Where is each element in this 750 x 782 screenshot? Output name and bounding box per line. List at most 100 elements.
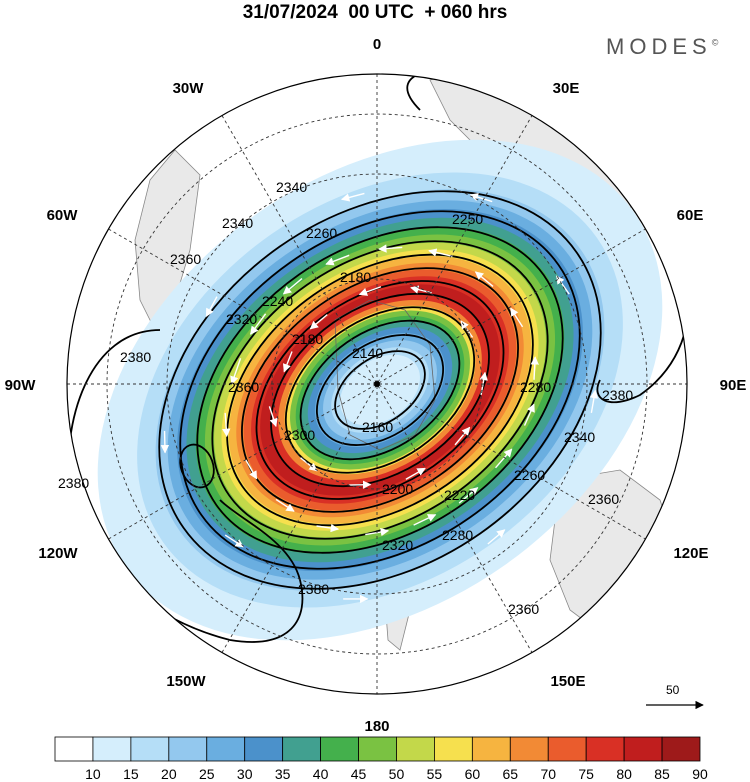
contour-label: 2360: [228, 379, 259, 395]
lon-label-150e: 150E: [550, 673, 585, 690]
map-boundary: [66, 73, 688, 695]
contour-2340: [179, 210, 581, 570]
contour-2380-west: [67, 329, 304, 643]
meridian-150: [221, 115, 533, 653]
contour-label: 2380: [298, 581, 329, 597]
wind-vector: [454, 426, 471, 446]
contour-label: 2140: [352, 345, 383, 361]
contour-label: 2360: [170, 251, 201, 267]
antarctica-coastline: [334, 299, 436, 451]
wind-vector: [282, 351, 293, 373]
contour-label: 2340: [276, 179, 307, 195]
wind-vector: [309, 314, 328, 330]
contour-2220: [270, 292, 490, 488]
contour-label: 2220: [444, 487, 475, 503]
wind-vector: [275, 498, 295, 512]
contour-label: 2380: [602, 387, 633, 403]
contour-label: 2260: [514, 467, 545, 483]
contour-label: 2380: [120, 349, 151, 365]
wind-vector: [245, 459, 258, 480]
wind-vector: [494, 448, 513, 469]
contour-2320: [196, 226, 564, 554]
lon-label-120e: 120E: [673, 545, 708, 562]
wind-vector: [230, 358, 242, 385]
lon-label-180: 180: [364, 718, 389, 735]
contour-label: 2320: [226, 311, 257, 327]
longitude-labels: 0 30E 60E 90E 120E 150E 180 150W 120W 90…: [5, 36, 747, 735]
lon-label-90e: 90E: [720, 377, 747, 394]
wind-vector: [348, 480, 372, 489]
contour-label: 2360: [588, 491, 619, 507]
wind-vector: [316, 523, 340, 533]
contour-2160: [315, 334, 445, 446]
contour-label: 2260: [306, 225, 337, 241]
wind-vector: [458, 487, 479, 504]
contour-label: 2280: [520, 379, 551, 395]
contour-2360: [158, 190, 602, 590]
contour-2140: [334, 350, 426, 430]
latitude-circle-outer: [106, 113, 648, 655]
wind-vector: [268, 406, 278, 428]
wind-vector: [589, 389, 599, 414]
wind-vectors: [160, 192, 599, 604]
map-disk: [67, 74, 687, 694]
wind-vector: [224, 534, 244, 548]
contour-2380-cell: [179, 443, 215, 489]
wind-vector: [556, 275, 570, 295]
wind-vector: [340, 192, 365, 202]
contour-2280: [226, 253, 534, 527]
meridian-120: [108, 228, 646, 540]
wind-vector: [474, 271, 494, 287]
height-contours: [158, 190, 602, 590]
contour-label: 2200: [382, 481, 413, 497]
south-pole-marker: [374, 381, 380, 387]
meridian-60: [108, 228, 646, 540]
contour-label: 2280: [442, 527, 473, 543]
wind-vector: [325, 254, 350, 266]
wind-vector: [405, 467, 426, 480]
lon-label-30e: 30E: [553, 80, 580, 97]
contour-labels: 2140 2160 2180 2180 2200 2220 2240 2250 …: [58, 179, 633, 617]
contour-label: 2360: [508, 601, 539, 617]
wind-vector: [343, 594, 369, 604]
wind-vector: [413, 514, 437, 526]
wind-vector: [530, 356, 539, 380]
contour-label: 2180: [292, 331, 323, 347]
wind-vector: [428, 248, 453, 257]
contour-label: 2340: [222, 215, 253, 231]
logo-text: MODES: [606, 34, 712, 59]
graticule: [67, 74, 687, 694]
wind-vector: [510, 307, 524, 328]
wind-vector: [249, 313, 267, 335]
wind-vector: [487, 529, 506, 545]
contour-2300: [211, 240, 549, 540]
modes-logo: MODES©: [606, 34, 718, 60]
wind-vector: [300, 457, 318, 472]
lon-label-60w: 60W: [47, 207, 79, 224]
lon-label-60e: 60E: [677, 207, 704, 224]
lon-label-150w: 150W: [166, 673, 206, 690]
contour-label: 2160: [362, 419, 393, 435]
meridian-30: [221, 115, 533, 653]
reference-vector-label: 50: [666, 683, 680, 697]
wind-vector: [222, 412, 231, 438]
lon-label-30w: 30W: [173, 80, 205, 97]
wind-vector: [523, 403, 535, 426]
wind-vector: [282, 278, 303, 295]
wind-vector: [469, 193, 493, 203]
wind-vector: [358, 286, 382, 296]
shade-band-15-inner: [340, 354, 420, 426]
contour-label: 2250: [452, 211, 483, 227]
contour-label: 2240: [262, 293, 293, 309]
contour-2180: [299, 319, 461, 461]
lon-label-120w: 120W: [38, 545, 78, 562]
wind-vector: [160, 430, 170, 454]
contour-2240: [255, 280, 505, 500]
lon-label-0: 0: [373, 36, 381, 53]
latitude-circle-middle: [166, 173, 588, 595]
lon-label-90w: 90W: [5, 377, 37, 394]
contour-label: 2180: [340, 269, 371, 285]
contour-label: 2300: [284, 427, 315, 443]
wind-vector: [378, 244, 403, 253]
